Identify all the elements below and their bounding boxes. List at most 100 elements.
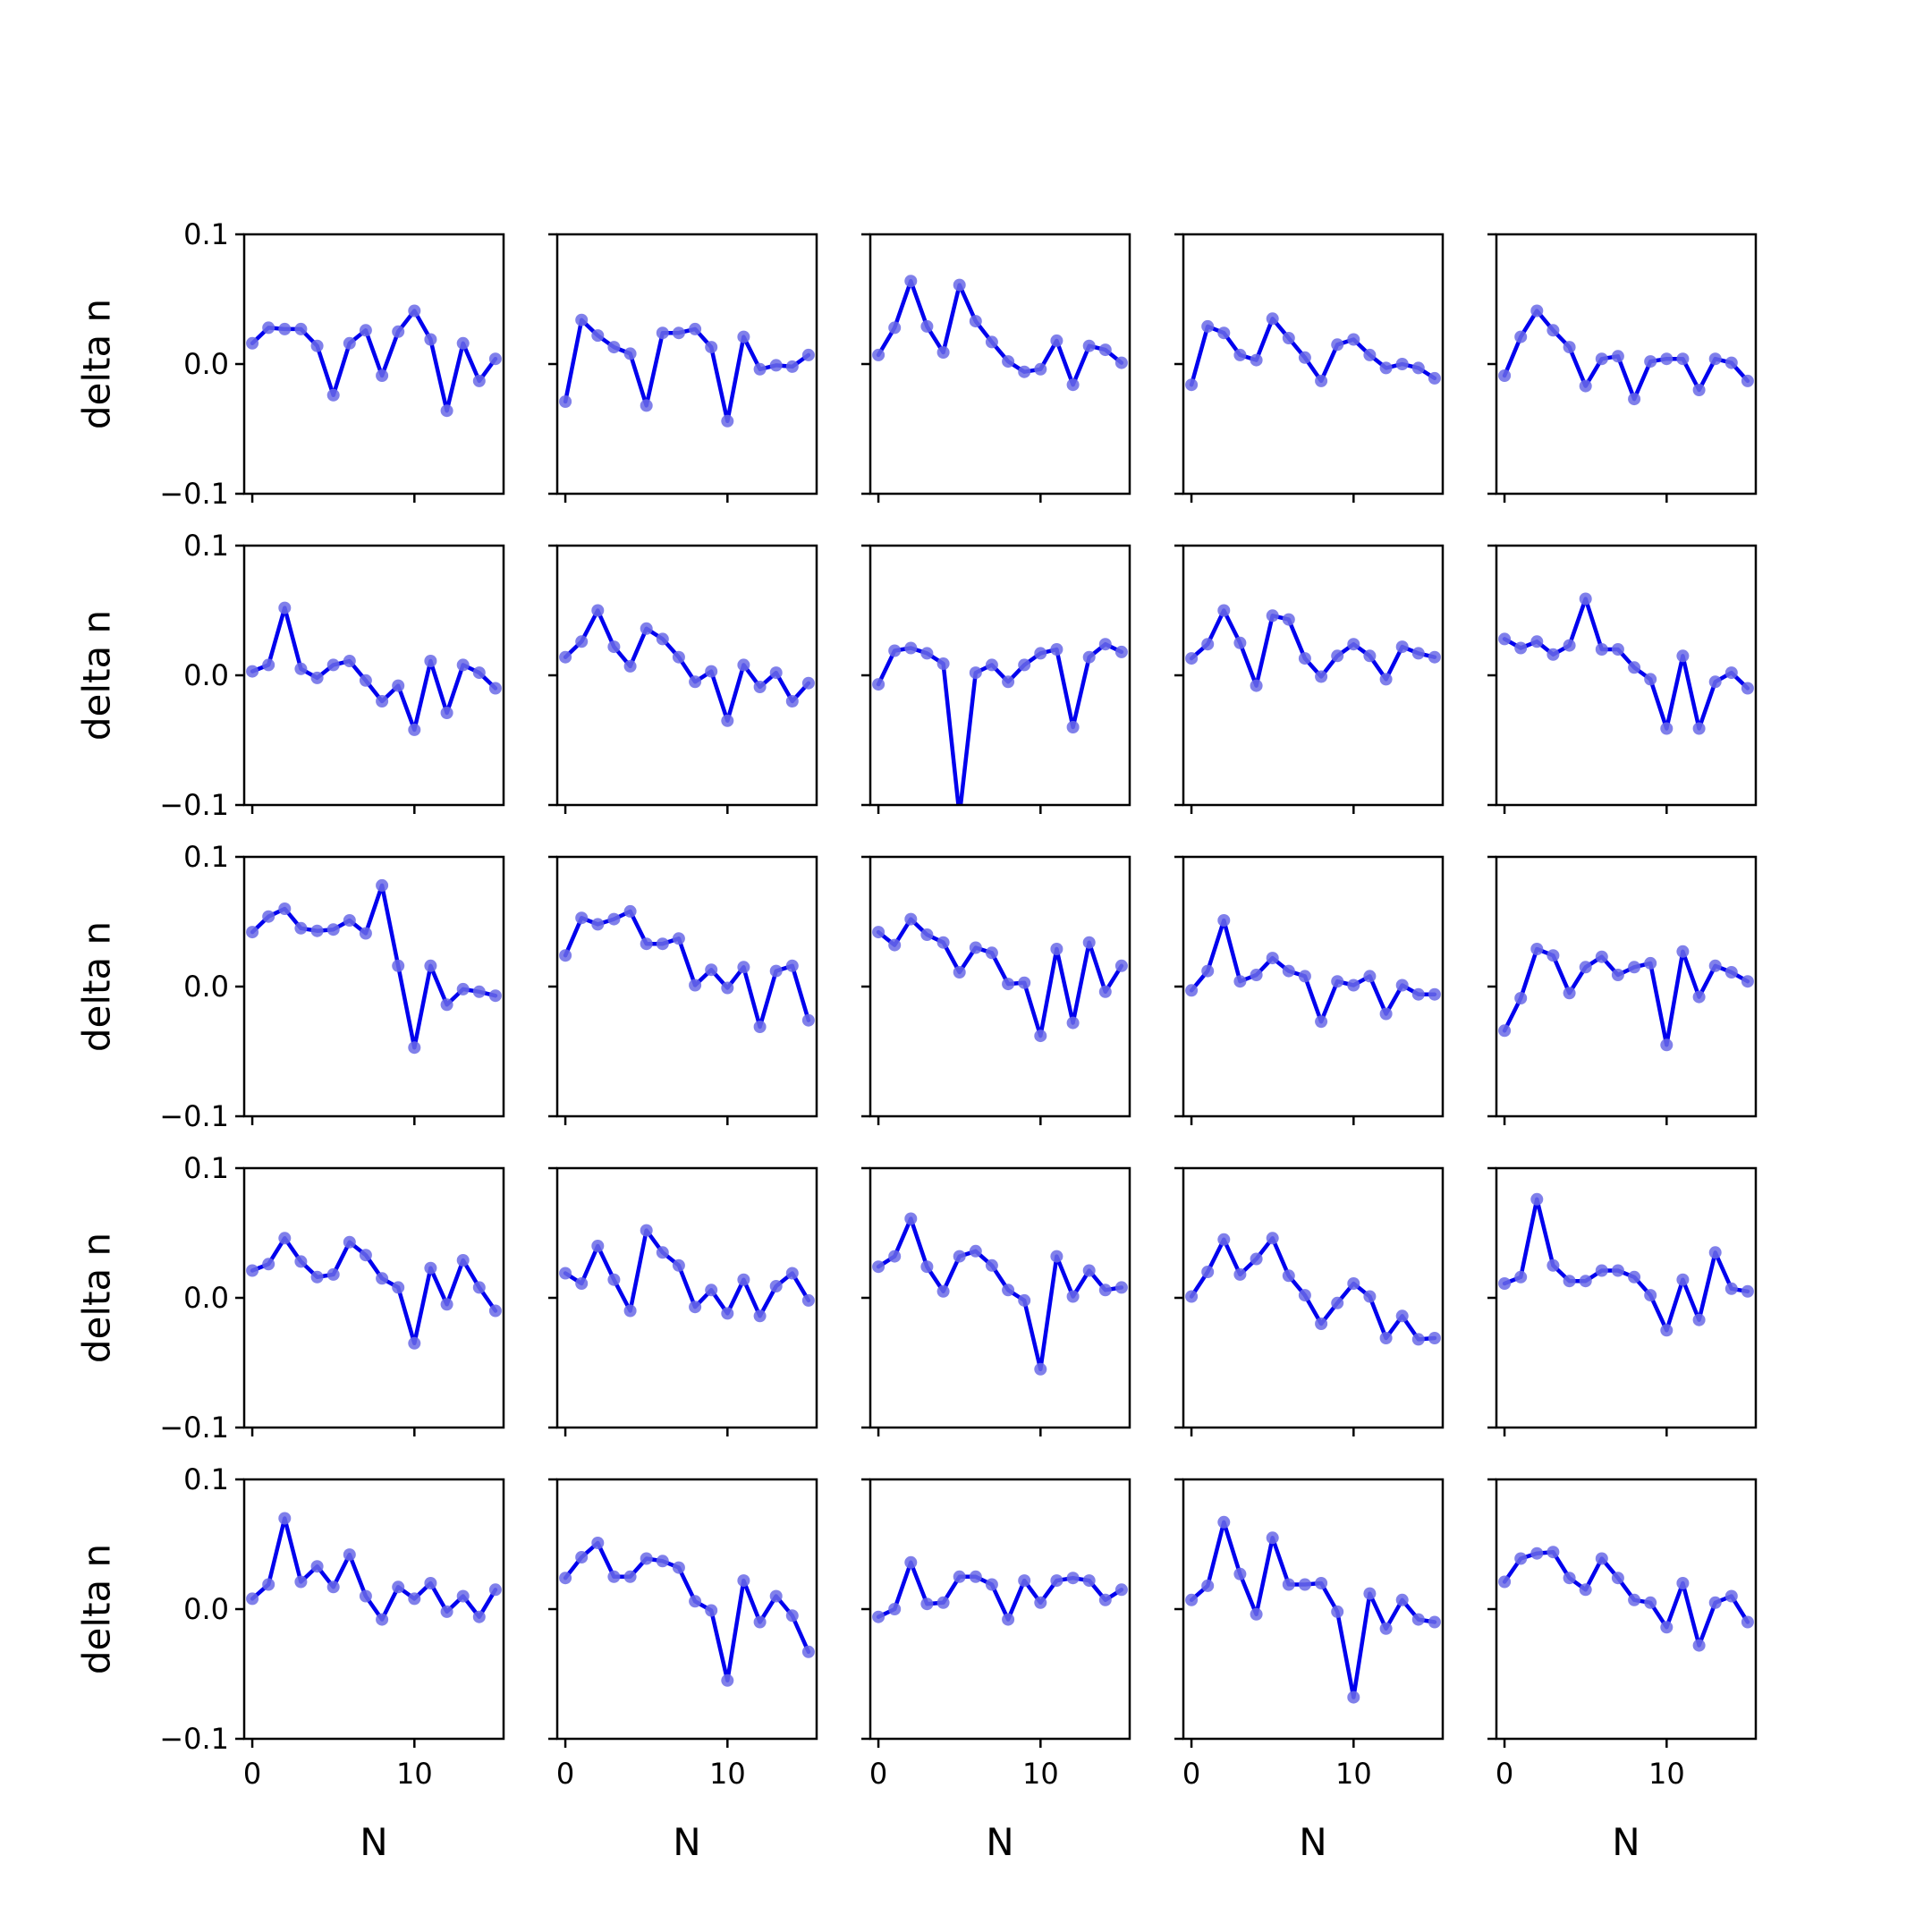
series-line [563, 909, 811, 1030]
data-point [1298, 652, 1311, 665]
data-point [1563, 639, 1576, 652]
data-point [640, 937, 653, 951]
data-point [721, 1674, 734, 1687]
data-point [1514, 1270, 1528, 1284]
y-tick-label: 0.1 [183, 217, 229, 251]
data-point [359, 927, 372, 940]
data-point [1611, 969, 1624, 981]
panel-r4-c2 [548, 1166, 818, 1436]
data-point [1347, 638, 1360, 651]
data-point [1018, 1574, 1031, 1588]
y-tick-label: −0.1 [159, 1722, 229, 1756]
data-point [1217, 914, 1231, 927]
data-point [559, 395, 572, 408]
data-point [801, 676, 815, 690]
data-point [278, 1232, 292, 1245]
data-point [1098, 1593, 1112, 1606]
data-point [920, 1260, 934, 1274]
data-point [1050, 334, 1063, 347]
series-line [563, 318, 811, 424]
data-point [1379, 1332, 1393, 1344]
data-point [1266, 609, 1279, 623]
data-point [1034, 362, 1047, 376]
data-point [1530, 304, 1544, 318]
data-point [1050, 1250, 1063, 1263]
x-tick-label: 0 [243, 1757, 261, 1791]
data-point [408, 1041, 421, 1055]
data-point [1098, 1284, 1112, 1297]
data-point [785, 959, 799, 972]
data-point [985, 658, 998, 672]
data-point [472, 1281, 486, 1294]
data-point [1498, 1024, 1512, 1038]
data-point [1411, 1613, 1425, 1626]
data-point [656, 1555, 669, 1568]
data-point [1395, 979, 1409, 992]
data-point [1628, 1593, 1641, 1606]
panel-r5-c5: 0 10N [1487, 1478, 1758, 1864]
data-point [246, 1264, 259, 1277]
data-point [1282, 1269, 1295, 1283]
data-point [1201, 1579, 1215, 1592]
data-point [1660, 722, 1674, 735]
data-point [1676, 945, 1690, 958]
x-tick-label: 10 [1022, 1757, 1059, 1791]
data-point [1498, 1575, 1512, 1589]
panel-r2-c3 [861, 544, 1131, 814]
data-point [1347, 1690, 1360, 1704]
data-point [607, 1570, 621, 1583]
data-point [1530, 635, 1544, 648]
data-point [1082, 650, 1096, 664]
data-point [575, 911, 589, 925]
data-point [559, 1267, 572, 1280]
panel-r2-c4 [1174, 544, 1445, 814]
data-point [1034, 647, 1047, 660]
data-point [1546, 1546, 1560, 1559]
data-point [1708, 1596, 1722, 1609]
data-point [920, 647, 934, 660]
data-point [1217, 1515, 1231, 1529]
panel-data [872, 638, 1128, 805]
data-point [376, 878, 389, 892]
data-point [1724, 1282, 1738, 1295]
y-tick-label: 0.1 [183, 1151, 229, 1185]
data-point [1428, 1332, 1441, 1344]
data-point [953, 278, 966, 292]
data-point [607, 912, 621, 926]
data-point [1018, 658, 1031, 672]
data-point [1347, 333, 1360, 346]
data-point [1724, 966, 1738, 979]
y-axis-label: delta n [75, 1544, 119, 1674]
data-point [1428, 371, 1441, 385]
data-point [440, 404, 453, 418]
data-point [1185, 1290, 1199, 1303]
data-point [1595, 352, 1608, 366]
x-tick-label: 0 [556, 1757, 574, 1791]
data-point [294, 322, 308, 335]
data-point [888, 321, 902, 335]
data-point [1595, 1552, 1608, 1565]
data-point [310, 339, 324, 352]
data-point [1266, 1531, 1279, 1545]
data-point [1018, 365, 1031, 378]
data-point [623, 659, 637, 673]
data-point [1692, 1313, 1706, 1326]
data-point [888, 1250, 902, 1263]
data-point [376, 1613, 389, 1626]
data-point [1579, 961, 1592, 974]
data-point [1050, 643, 1063, 656]
data-point [737, 658, 750, 672]
data-point [1498, 632, 1512, 646]
data-point [1034, 1030, 1047, 1043]
series-line [876, 278, 1124, 387]
data-point [1692, 990, 1706, 1004]
axes-frame [555, 855, 818, 1118]
data-point [1363, 348, 1377, 361]
data-point [1331, 338, 1344, 352]
data-point [376, 695, 389, 708]
data-point [1708, 1246, 1722, 1259]
data-point [278, 322, 292, 335]
data-point [1050, 943, 1063, 955]
panel-data [246, 1232, 502, 1350]
data-point [1266, 312, 1279, 326]
